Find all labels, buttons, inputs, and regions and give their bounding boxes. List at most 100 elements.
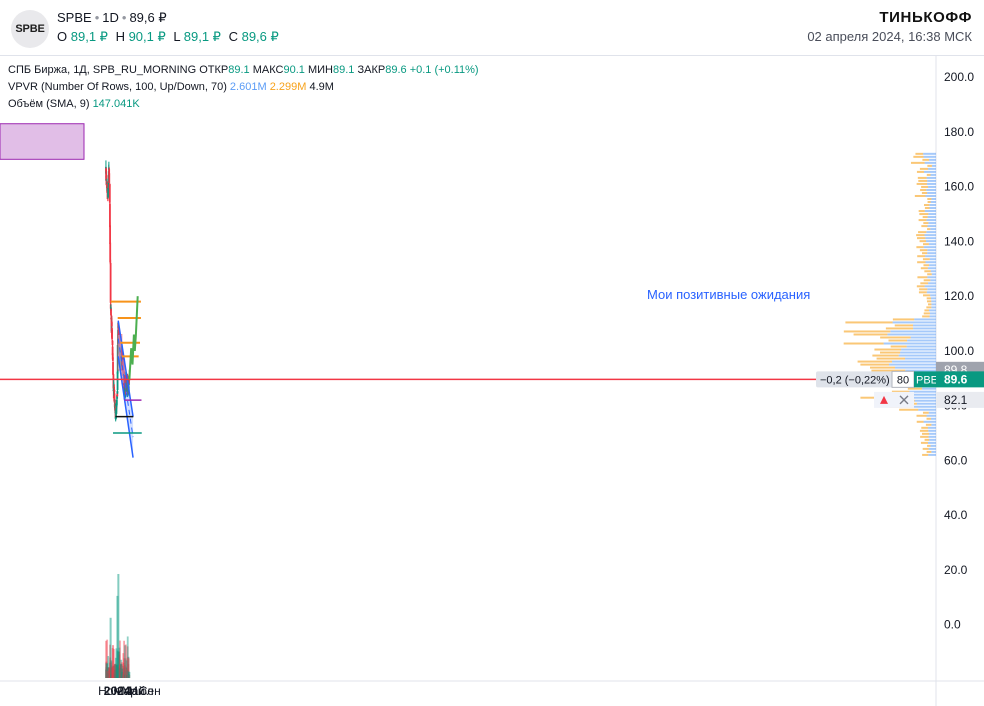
volume-bar <box>108 674 110 678</box>
volume-bar <box>128 671 131 678</box>
volume-bar <box>127 670 129 678</box>
candle <box>108 173 111 183</box>
x-tick-label: Май <box>122 684 146 698</box>
ohlc-high: 90,1 ₽ <box>128 29 166 44</box>
candle <box>112 361 114 375</box>
volume-bar <box>105 662 108 678</box>
volume-bar <box>113 664 116 678</box>
legend-volume: Объём (SMA, 9) 147.041K <box>8 98 140 110</box>
volume-bar <box>113 669 116 678</box>
volume-bar <box>126 657 129 678</box>
volume-bar <box>108 667 111 678</box>
channel-midline <box>117 338 134 438</box>
volume-bar <box>122 666 125 678</box>
candle <box>109 262 112 303</box>
current-price-text: 89.6 <box>944 372 968 386</box>
volume-bar <box>121 674 124 678</box>
channel-fill <box>118 320 134 458</box>
volume-spike <box>112 645 115 678</box>
volume-bar <box>124 645 126 678</box>
ticker-symbol[interactable]: SPBE <box>57 10 92 25</box>
volume-bar <box>120 664 122 678</box>
volume-bar <box>127 671 130 678</box>
volume-bar <box>107 667 110 678</box>
volume-bar <box>122 672 124 678</box>
volume-bar <box>128 674 131 678</box>
volume-bar <box>126 669 128 678</box>
volume-bar <box>114 657 117 678</box>
forecast-annotation: Мои позитивные ожидания <box>647 287 810 302</box>
candle <box>124 386 126 398</box>
volume-bar <box>106 663 109 678</box>
volume-bars <box>105 573 131 678</box>
candle <box>108 183 111 203</box>
alert-widget <box>874 391 914 408</box>
candle <box>122 358 125 376</box>
volume-bar <box>119 668 122 678</box>
volume-bar <box>108 668 111 678</box>
x-tick-label: Ноя <box>98 684 120 698</box>
volume-bar <box>125 670 128 678</box>
candle <box>107 191 109 198</box>
volume-bar <box>123 674 126 678</box>
volume-bar <box>120 659 123 678</box>
volume-bar <box>124 658 127 678</box>
channel-lower <box>117 356 134 458</box>
lower-badge-text: 82.1 <box>944 393 968 407</box>
volume-bar <box>113 663 116 678</box>
candle <box>116 390 119 394</box>
y-tick-label: 0.0 <box>944 618 961 632</box>
volume-bar <box>119 673 122 678</box>
volume-bar <box>124 644 127 678</box>
close-icon <box>899 395 909 405</box>
volume-bar <box>119 667 121 678</box>
forecast-path <box>128 296 139 380</box>
volume-bar <box>122 672 125 678</box>
volume-bar <box>106 670 109 678</box>
candle <box>109 242 112 263</box>
x-tick-label: Мар <box>113 684 137 698</box>
top-bar: SPBE SPBE • 1D • 89,6 ₽ O 89,1 ₽ H 90,1 ₽ L … <box>0 0 984 56</box>
ohlc-open: 89,1 ₽ <box>70 29 108 44</box>
candle <box>111 329 113 340</box>
volume-bar <box>122 653 125 678</box>
y-tick-label: 160.0 <box>944 180 974 194</box>
ticker-line: SPBE • 1D • 89,6 ₽ <box>57 10 167 25</box>
volume-bar <box>124 670 126 678</box>
volume-bar <box>114 668 117 678</box>
y-tick-label: 40.0 <box>944 508 968 522</box>
volume-bar <box>123 667 125 678</box>
y-tick-label: 140.0 <box>944 234 974 248</box>
volume-bar <box>114 673 117 678</box>
volume-bar <box>105 667 108 678</box>
volume-bar <box>105 661 108 678</box>
candle <box>111 346 114 356</box>
candle <box>116 392 119 397</box>
volume-bar <box>121 671 124 678</box>
volume-bar <box>118 665 121 678</box>
volume-bar <box>121 671 124 678</box>
legend-main: СПБ Биржа, 1Д, SPB_RU_MORNING ОТКР89.1 М… <box>8 64 479 76</box>
volume-bar <box>114 664 117 678</box>
current-price-badge <box>936 371 984 388</box>
ohlc-low: 89,1 ₽ <box>183 29 221 44</box>
volume-bar <box>107 656 110 678</box>
supply-zone-2 <box>121 358 126 385</box>
volume-bar <box>126 675 129 678</box>
ticker-logo[interactable]: SPBE <box>11 10 49 48</box>
change-text: −0,2 (−0,22%) <box>820 374 890 386</box>
volume-bar <box>127 664 130 678</box>
candle <box>116 371 119 391</box>
y-tick-label: 120.0 <box>944 289 974 303</box>
volume-bar <box>118 647 121 678</box>
interval[interactable]: 1D <box>102 10 119 25</box>
volume-bar <box>123 665 126 678</box>
candle <box>116 394 119 399</box>
volume-bar <box>111 667 113 678</box>
ohlc-close: 89,6 ₽ <box>241 29 279 44</box>
price-chart[interactable]: 200.0180.0160.0140.0120.0100.080.060.040… <box>0 56 984 706</box>
resistance-zone <box>0 123 85 160</box>
candle <box>110 308 112 316</box>
volume-bar <box>106 639 109 678</box>
volume-bar <box>110 670 113 678</box>
